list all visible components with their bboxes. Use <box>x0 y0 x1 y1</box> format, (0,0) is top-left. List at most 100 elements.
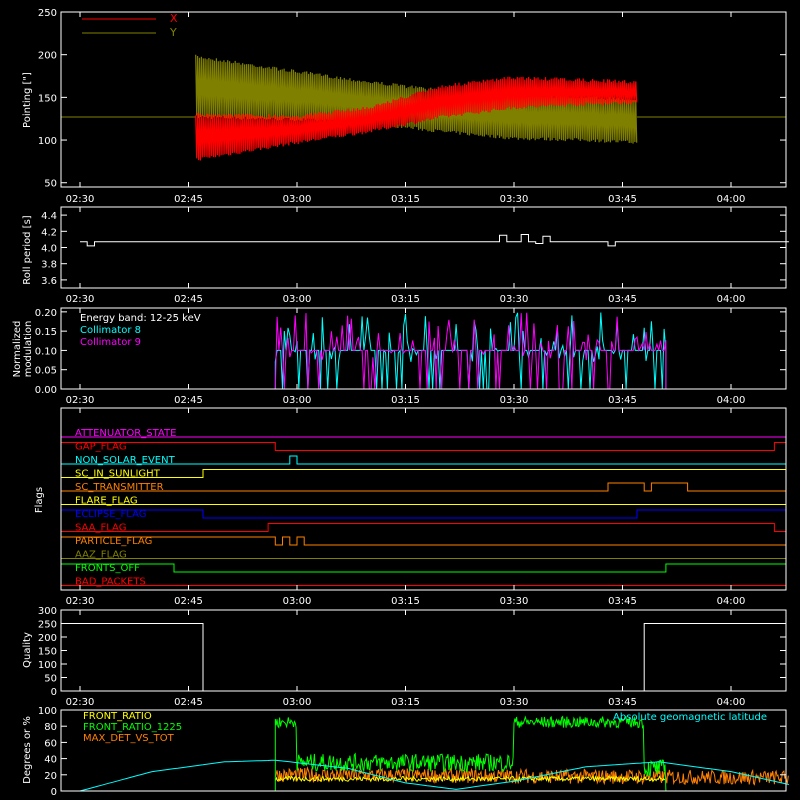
x-tick-label: 03:45 <box>608 395 637 406</box>
y-tick-label: 200 <box>38 633 57 644</box>
y-tick-label: 40 <box>44 755 57 766</box>
pointing-legend: X Y <box>82 12 178 39</box>
x-tick-label: 03:30 <box>500 596 529 607</box>
x-tick-label: 04:00 <box>717 697 746 708</box>
flag-label-saa-flag: SAA_FLAG <box>75 523 126 534</box>
ratio-series-front-ratio-1225 <box>274 715 667 792</box>
x-tick-label: 02:45 <box>174 697 203 708</box>
flag-line-gap-flag <box>61 442 786 451</box>
flag-label-non-solar-event: NON_SOLAR_EVENT <box>75 455 176 466</box>
ratios-y-ticks: 0 20 40 60 80 100 <box>38 706 786 798</box>
modulation-frame <box>60 307 787 390</box>
x-tick-label: 03:30 <box>500 194 529 205</box>
x-tick-label: 02:45 <box>174 395 203 406</box>
y-tick-label: 4.4 <box>41 211 57 222</box>
y-tick-label: 50 <box>44 674 57 685</box>
flags-panel: ATTENUATOR_STATE GAP_FLAG NON_SOLAR_EVENT S… <box>34 407 787 607</box>
flag-label-bad-packets: BAD_PACKETS <box>75 577 146 588</box>
x-tick-label: 03:15 <box>391 697 420 708</box>
y-tick-label: 0.20 <box>35 308 57 319</box>
pointing-ylabel: Pointing ["] <box>22 72 33 128</box>
x-tick-label: 03:15 <box>391 294 420 305</box>
y-tick-label: 150 <box>38 647 57 658</box>
x-tick-label: 03:00 <box>283 596 312 607</box>
x-tick-label: 03:45 <box>608 294 637 305</box>
modulation-x-ticks: 02:30 02:45 03:00 03:15 03:30 03:45 04:00 <box>66 308 745 406</box>
flag-line-fronts-off <box>61 563 786 573</box>
legend-y-label: Y <box>169 26 177 39</box>
x-tick-label: 03:45 <box>608 596 637 607</box>
x-tick-label: 03:00 <box>283 697 312 708</box>
flag-label-gap-flag: GAP_FLAG <box>75 442 127 453</box>
legend-collimator9: Collimator 9 <box>80 337 141 348</box>
x-tick-label: 03:00 <box>283 194 312 205</box>
x-tick-label: 03:00 <box>283 294 312 305</box>
x-tick-label: 03:15 <box>391 194 420 205</box>
y-tick-label: 0.15 <box>35 327 57 338</box>
y-tick-label: 150 <box>38 93 57 104</box>
x-tick-label: 03:30 <box>500 697 529 708</box>
flag-line-saa-flag <box>61 523 786 532</box>
ratios-ylabel: Degrees or % <box>22 716 33 784</box>
x-tick-label: 03:15 <box>391 395 420 406</box>
modulation-series-collimator9 <box>274 312 667 390</box>
x-tick-label: 02:45 <box>174 596 203 607</box>
x-tick-label: 02:30 <box>66 697 95 708</box>
pointing-x-ticks: 02:30 02:45 03:00 03:15 03:30 03:45 04:00 <box>66 12 745 205</box>
x-tick-label: 02:30 <box>66 596 95 607</box>
ratio-series-front-ratio <box>274 774 666 783</box>
x-tick-label: 04:00 <box>717 294 746 305</box>
modulation-ylabel: Normalizedmodulation <box>12 321 34 378</box>
legend-max-det-vs-tot: MAX_DET_VS_TOT <box>83 733 175 744</box>
x-tick-label: 03:45 <box>608 697 637 708</box>
flags-x-ticks: 02:30 02:45 03:00 03:15 03:30 03:45 04:00 <box>66 408 746 607</box>
flag-label-eclipse-flag: ECLIPSE_FLAG <box>75 509 146 520</box>
roll-period-panel: 3.6 3.8 4.0 4.2 4.4 02:30 02:45 03:00 03:15 03:3… <box>22 206 789 305</box>
x-tick-label: 03:15 <box>391 596 420 607</box>
legend-geomag-latitude: Absolute geomagnetic latitude <box>613 712 767 723</box>
x-tick-label: 03:30 <box>500 294 529 305</box>
x-tick-label: 03:00 <box>283 395 312 406</box>
flag-line-non-solar-event <box>61 455 786 465</box>
roll-period-marks <box>80 234 789 247</box>
modulation-energy-band: Energy band: 12-25 keV <box>80 313 201 324</box>
y-tick-label: 60 <box>44 738 57 749</box>
x-tick-label: 04:00 <box>717 596 746 607</box>
flag-line-eclipse-flag <box>61 509 786 519</box>
pointing-marks <box>61 54 786 161</box>
modulation-panel: 0.00 0.05 0.10 0.15 0.20 02:30 02:45 03:00 03:1… <box>12 307 787 406</box>
y-tick-label: 100 <box>38 660 57 671</box>
pointing-series-x <box>195 76 638 161</box>
flag-label-sc-transmitter: SC_TRANSMITTER <box>75 482 164 493</box>
y-tick-label: 0.00 <box>35 385 57 396</box>
legend-collimator8: Collimator 8 <box>80 325 141 336</box>
y-tick-label: 100 <box>38 136 57 147</box>
pointing-frame <box>60 11 787 188</box>
ratios-panel: 0 20 40 60 80 100 Degrees or % FRONT_RATIO FR… <box>22 706 790 798</box>
y-tick-label: 300 <box>38 606 57 617</box>
y-tick-label: 3.6 <box>41 276 57 287</box>
quality-x-ticks: 02:30 02:45 03:00 03:15 03:30 03:45 04:00 <box>66 610 746 708</box>
x-tick-label: 02:30 <box>66 395 95 406</box>
flag-label-attenuator-state: ATTENUATOR_STATE <box>75 428 176 439</box>
y-tick-label: 50 <box>44 179 57 190</box>
y-tick-label: 3.8 <box>41 260 57 271</box>
modulation-y-ticks: 0.00 0.05 0.10 0.15 0.20 <box>35 308 786 396</box>
x-tick-label: 02:45 <box>174 294 203 305</box>
flag-line-sc-in-sunlight <box>61 469 786 478</box>
flags-marks: ATTENUATOR_STATE GAP_FLAG NON_SOLAR_EVENT S… <box>61 428 786 588</box>
modulation-marks <box>274 312 667 390</box>
flags-ylabel: Flags <box>34 487 45 513</box>
roll-period-line <box>80 234 789 247</box>
roll-period-x-ticks: 02:30 02:45 03:00 03:15 03:30 03:45 04:00 <box>66 207 746 305</box>
pointing-panel: 50 100 150 200 250 02:30 02:45 03:00 03:15 03:30… <box>22 8 787 205</box>
quality-y-ticks: 0 50 100 150 200 250 300 <box>38 606 786 698</box>
y-tick-label: 0 <box>51 787 57 798</box>
ratio-series-geomag-latitude <box>79 759 790 792</box>
flag-line-particle-flag <box>61 536 786 546</box>
flag-label-fronts-off: FRONTS_OFF <box>75 563 140 574</box>
flag-label-sc-in-sunlight: SC_IN_SUNLIGHT <box>75 469 161 480</box>
flag-line-sc-transmitter <box>61 482 786 492</box>
